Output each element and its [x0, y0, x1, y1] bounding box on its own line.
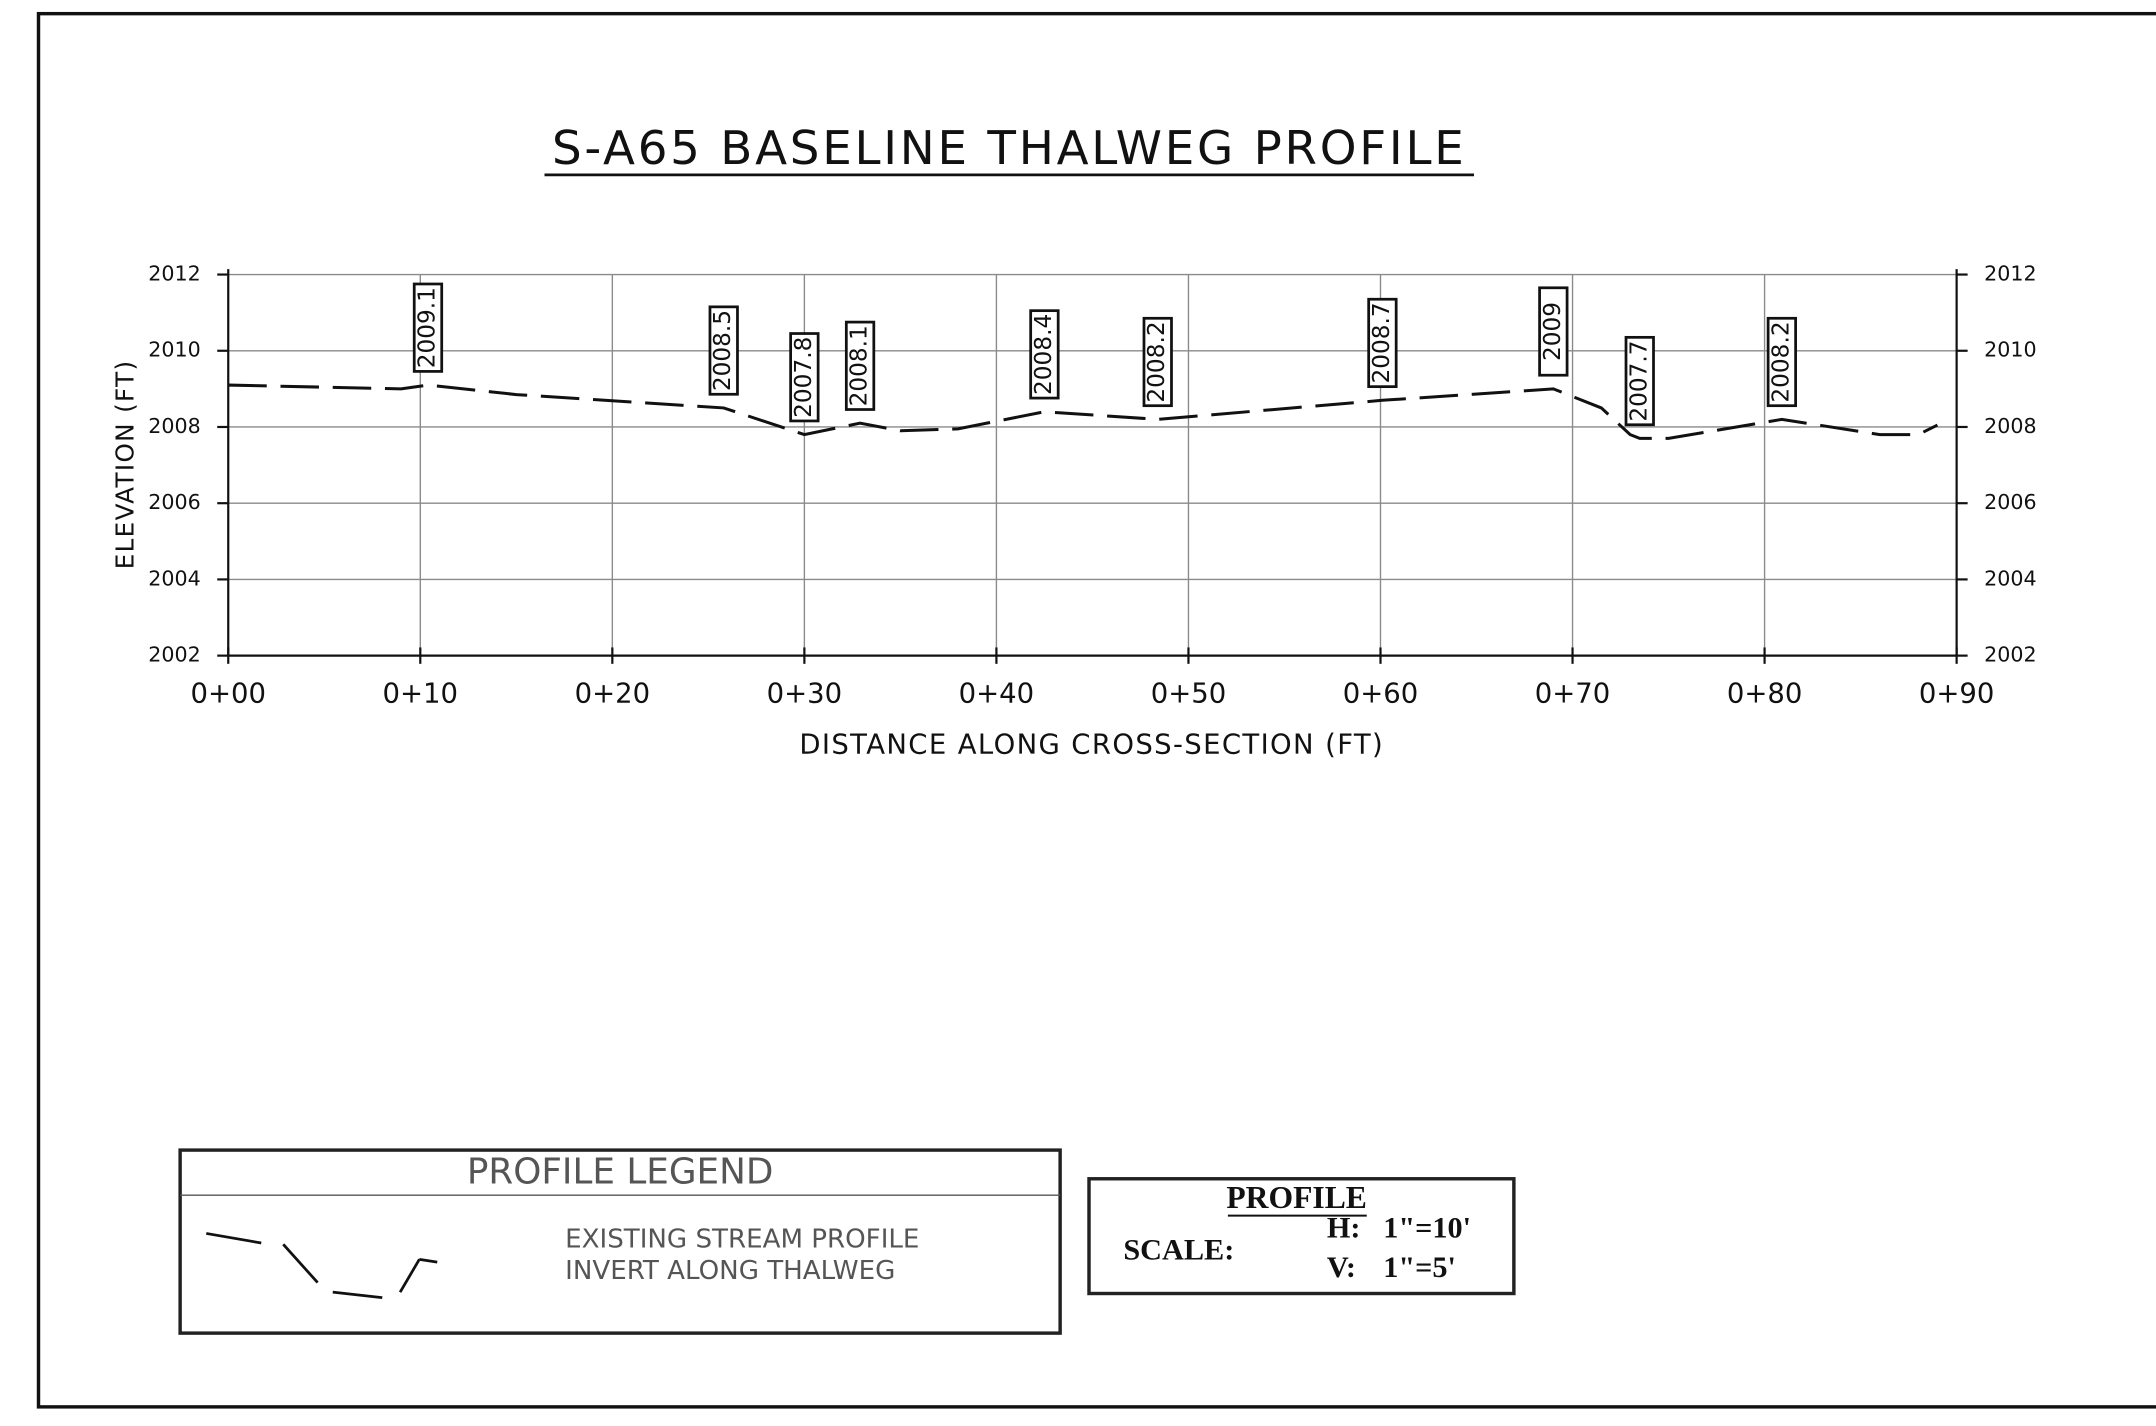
label-box	[1624, 335, 1655, 427]
x-tick-label: 0+70	[1535, 679, 1610, 710]
label-box	[1029, 309, 1060, 400]
scale-frame	[1087, 1177, 1516, 1296]
x-tick-label: 0+00	[191, 679, 266, 710]
label-box	[1538, 286, 1569, 377]
label-text: 2008.2	[1143, 321, 1170, 402]
elevation-label: 2008.4	[1029, 309, 1060, 400]
label-box	[844, 320, 876, 411]
legend-title: PROFILE LEGEND	[467, 1151, 774, 1192]
label-box	[1367, 297, 1398, 389]
y-tick-label: 2012	[148, 262, 200, 286]
y2-tick-label: 2008	[1984, 414, 2036, 438]
profile-line	[228, 383, 1939, 440]
x-axis-label: DISTANCE ALONG CROSS-SECTION (FT)	[799, 729, 1384, 760]
elevation-label: 2008.5	[708, 305, 739, 396]
y2-tick-label: 2012	[1984, 262, 2036, 286]
x-tick-label: 0+30	[767, 679, 842, 710]
label-box	[1766, 316, 1797, 408]
y-tick-label: 2004	[148, 566, 200, 590]
y2-tick-label: 2004	[1984, 566, 2036, 590]
legend-text: EXISTING STREAM PROFILE	[565, 1225, 919, 1255]
x-tick-label: 0+50	[1151, 679, 1226, 710]
elevation-label: 2008.7	[1367, 297, 1398, 389]
elevation-label: 2008.2	[1142, 316, 1173, 408]
x-tick-label: 0+80	[1727, 679, 1802, 710]
label-text: 2009.1	[413, 287, 440, 368]
sheet-border	[36, 11, 2156, 1409]
elevation-label: 2007.7	[1624, 335, 1655, 427]
scale-h: H:	[1327, 1211, 1361, 1245]
label-text: 2008.4	[1030, 314, 1057, 395]
scale-v-value: 1"=5'	[1383, 1250, 1456, 1284]
x-tick-label: 0+40	[959, 679, 1034, 710]
label-box	[1142, 316, 1173, 408]
label-box	[789, 332, 820, 423]
legend-sample	[206, 1232, 438, 1299]
chart-title: S-A65 BASELINE THALWEG PROFILE	[552, 121, 1467, 175]
y-tick-label: 2008	[148, 414, 200, 438]
label-box	[412, 282, 444, 373]
legend-frame	[178, 1148, 1062, 1335]
label-text: 2007.7	[1625, 340, 1652, 421]
scale-label: SCALE:	[1123, 1233, 1234, 1267]
scale-title: PROFILE	[1226, 1180, 1367, 1215]
elevation-label: 2008.1	[844, 320, 876, 411]
y-tick-label: 2006	[148, 490, 200, 514]
scale-h-value: 1"=10'	[1383, 1211, 1471, 1245]
elevation-label: 2009	[1538, 286, 1569, 377]
elevation-label: 2009.1	[412, 282, 444, 373]
y-tick-label: 2002	[148, 643, 200, 667]
elevation-label: 2008.2	[1766, 316, 1797, 408]
y2-tick-label: 2006	[1984, 490, 2036, 514]
x-tick-label: 0+10	[383, 679, 458, 710]
label-text: 2009	[1539, 302, 1566, 361]
legend-text: INVERT ALONG THALWEG	[565, 1256, 895, 1286]
legend-box: PROFILE LEGEND EXISTING STREAM PROFILE I…	[178, 1148, 1062, 1335]
y2-tick-label: 2010	[1984, 338, 2036, 362]
label-text: 2008.7	[1368, 302, 1395, 383]
label-text: 2007.8	[790, 337, 817, 418]
scale-v: V:	[1327, 1250, 1356, 1284]
label-box	[708, 305, 739, 396]
label-text: 2008.5	[709, 310, 736, 391]
label-text: 2008.2	[1767, 321, 1794, 402]
y2-tick-label: 2002	[1984, 643, 2036, 667]
y-tick-label: 2010	[148, 338, 200, 362]
x-tick-label: 0+20	[575, 679, 650, 710]
y-axis-label: ELEVATION (FT)	[110, 360, 139, 570]
label-text: 2008.1	[846, 325, 873, 406]
elevation-label: 2007.8	[789, 332, 820, 423]
x-tick-label: 0+90	[1919, 679, 1994, 710]
scale-box: PROFILE SCALE: H: 1"=10' V: 1"=5'	[1087, 1177, 1516, 1296]
x-tick-label: 0+60	[1343, 679, 1418, 710]
